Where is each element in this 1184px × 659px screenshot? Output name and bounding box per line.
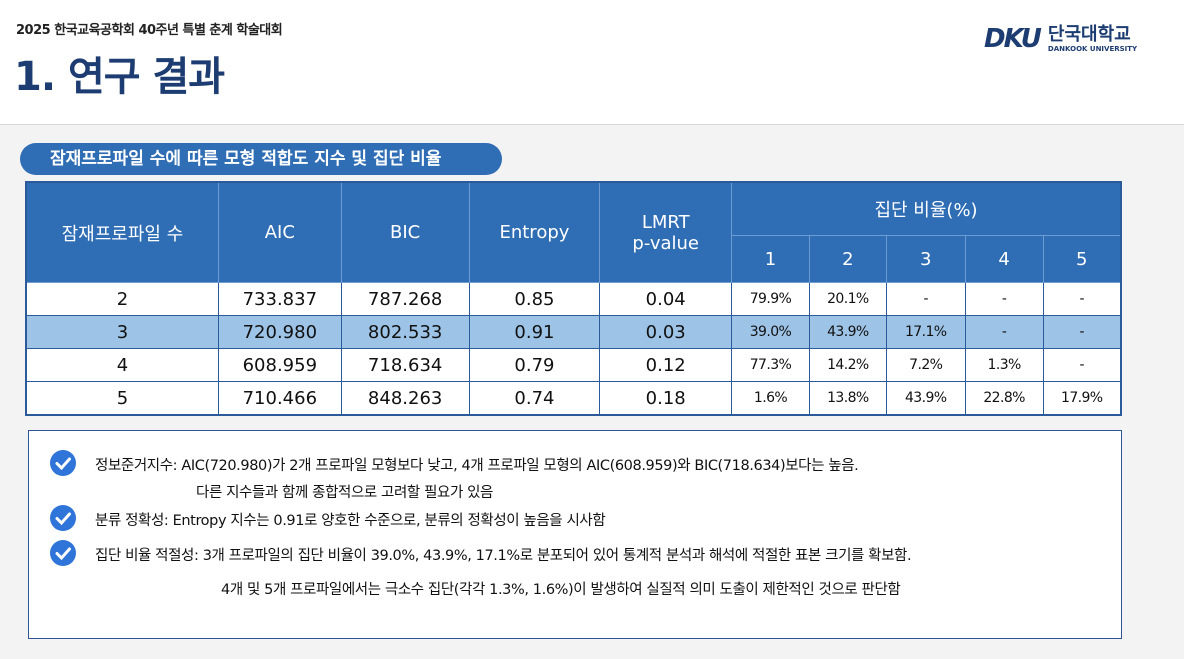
table-cell: 77.3% xyxy=(731,348,810,382)
notes-box: 정보준거지수: AIC(720.980)가 2개 프로파일 모형보다 낮고, 4… xyxy=(28,430,1122,639)
table-cell: 13.8% xyxy=(808,381,887,416)
check-mark xyxy=(55,457,71,471)
table-cell: 4 xyxy=(25,348,219,382)
table-cell: - xyxy=(1042,348,1122,382)
sub-column-header: 2 xyxy=(808,235,887,283)
results-table: 잠재프로파일 수 AIC BIC Entropy LMRT p-value 집단 … xyxy=(25,181,1122,416)
table-cell: 79.9% xyxy=(731,282,810,316)
logo-subtitle: DANKOOK UNIVERSITY xyxy=(1047,44,1138,53)
table-cell: 3 xyxy=(25,315,219,349)
logo-text: 단국대학교 DANKOOK UNIVERSITY xyxy=(1047,23,1138,53)
header-line: LMRT xyxy=(641,211,690,233)
table-cell: 848.263 xyxy=(340,381,470,416)
check-circle xyxy=(50,450,76,476)
sub-column-header: 3 xyxy=(885,235,966,283)
column-header: Entropy xyxy=(468,181,601,283)
table-cell: 22.8% xyxy=(964,381,1044,416)
check-mark xyxy=(55,547,71,561)
table-cell: 39.0% xyxy=(731,315,810,349)
column-header: BIC xyxy=(340,181,470,283)
table-cell: 0.18 xyxy=(599,381,733,416)
table-cell: 0.79 xyxy=(468,348,601,382)
table-cell: 0.04 xyxy=(599,282,733,316)
table-cell: 802.533 xyxy=(340,315,470,349)
check-mark xyxy=(55,512,71,526)
table-cell: 20.1% xyxy=(808,282,887,316)
table-row: 4 608.959 718.634 0.79 0.12 77.3% 14.2% 7.2% 1.3… xyxy=(25,348,1122,382)
sub-column-header: 4 xyxy=(964,235,1044,283)
column-header: LMRT p-value xyxy=(599,181,733,283)
group-header: 집단 비율(%) xyxy=(731,181,1122,236)
note-text: 분류 정확성: Entropy 지수는 0.91로 양호한 수준으로, 분류의 … xyxy=(95,513,606,529)
table-cell: 0.85 xyxy=(468,282,601,316)
table-cell: 0.12 xyxy=(599,348,733,382)
table-cell: 710.466 xyxy=(217,381,342,416)
sub-column-header: 1 xyxy=(731,235,810,283)
logo-mark: DKU xyxy=(984,24,1042,54)
table-cell: - xyxy=(885,282,966,316)
table-cell: 787.268 xyxy=(340,282,470,316)
check-icon xyxy=(50,540,76,566)
conference-name: 2025 한국교육공학회 40주년 특별 춘계 학술대회 xyxy=(16,23,283,38)
table-cell: - xyxy=(1042,282,1122,316)
table-cell: 1.6% xyxy=(731,381,810,416)
table-row: 3 720.980 802.533 0.91 0.03 39.0% 43.9% 17.1% - - xyxy=(25,315,1122,349)
logo-name: 단국대학교 xyxy=(1047,23,1131,45)
header-row: 잠재프로파일 수 AIC BIC Entropy LMRT p-value 집단 … xyxy=(25,181,1122,283)
table-cell: - xyxy=(1042,315,1122,349)
table-cell: 2 xyxy=(25,282,219,316)
sub-column-header: 5 xyxy=(1042,235,1122,283)
table-cell: 17.1% xyxy=(885,315,966,349)
table-cell: - xyxy=(964,315,1044,349)
column-header: 잠재프로파일 수 xyxy=(25,181,219,283)
table-cell: - xyxy=(964,282,1044,316)
note-continuation: 4개 및 5개 프로파일에서는 극소수 집단(각각 1.3%, 1.6%)이 발… xyxy=(221,582,901,598)
note-text: 정보준거지수: AIC(720.980)가 2개 프로파일 모형보다 낮고, 4… xyxy=(95,458,859,474)
table-body: 2 733.837 787.268 0.85 0.04 79.9% 20.1% - - -3 720… xyxy=(25,282,1122,416)
table-cell: 608.959 xyxy=(217,348,342,382)
slide-title: 1. 연구 결과 xyxy=(14,54,225,100)
check-circle xyxy=(50,505,76,531)
check-circle xyxy=(50,540,76,566)
table-cell: 1.3% xyxy=(964,348,1044,382)
table-cell: 718.634 xyxy=(340,348,470,382)
table-cell: 0.91 xyxy=(468,315,601,349)
section-title: 잠재프로파일 수에 따른 모형 적합도 지수 및 집단 비율 xyxy=(20,143,502,175)
table-cell: 0.03 xyxy=(599,315,733,349)
table-cell: 7.2% xyxy=(885,348,966,382)
header: 2025 한국교육공학회 40주년 특별 춘계 학술대회 1. 연구 결과 DK… xyxy=(0,0,1184,125)
table-cell: 733.837 xyxy=(217,282,342,316)
table-row: 5 710.466 848.263 0.74 0.18 1.6% 13.8% 43.9% 22.… xyxy=(25,381,1122,416)
table-cell: 17.9% xyxy=(1042,381,1122,416)
logo: DKU 단국대학교 DANKOOK UNIVERSITY xyxy=(984,22,1137,56)
check-icon xyxy=(50,505,76,531)
note-continuation: 다른 지수들과 함께 종합적으로 고려할 필요가 있음 xyxy=(196,485,493,501)
table-cell: 14.2% xyxy=(808,348,887,382)
table-cell: 720.980 xyxy=(217,315,342,349)
table-cell: 5 xyxy=(25,381,219,416)
column-header: AIC xyxy=(217,181,342,283)
check-icon xyxy=(50,450,76,476)
table-row: 2 733.837 787.268 0.85 0.04 79.9% 20.1% - - - xyxy=(25,282,1122,316)
note-text: 집단 비율 적절성: 3개 프로파일의 집단 비율이 39.0%, 43.9%,… xyxy=(95,548,912,564)
header-line: p-value xyxy=(632,232,699,254)
table-cell: 0.74 xyxy=(468,381,601,416)
table-cell: 43.9% xyxy=(808,315,887,349)
table-cell: 43.9% xyxy=(885,381,966,416)
table-header: 잠재프로파일 수 AIC BIC Entropy LMRT p-value 집단 … xyxy=(25,181,1122,283)
